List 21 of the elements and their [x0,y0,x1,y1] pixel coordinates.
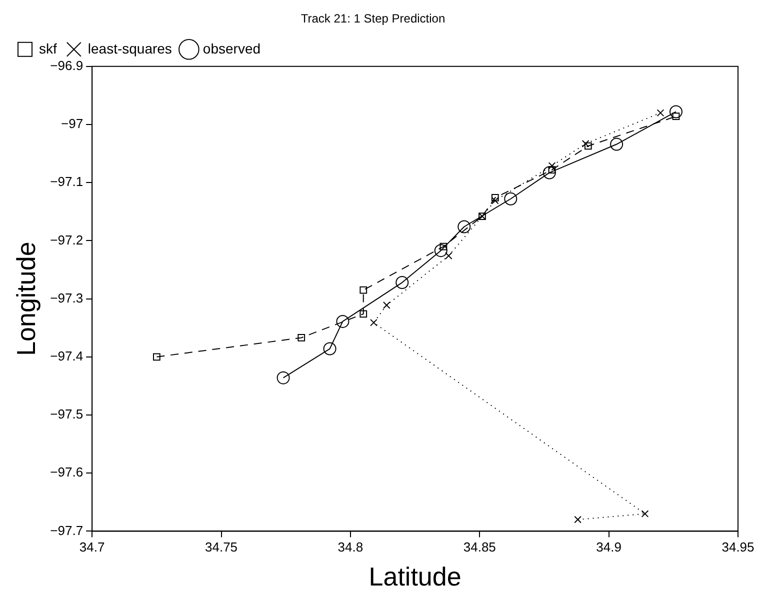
legend-label: least-squares [88,40,172,56]
x-tick-label: 34.85 [463,540,496,555]
y-tick-label: −97.6 [50,464,84,480]
y-axis-title: Longitude [10,242,41,356]
y-tick-label: −97.7 [50,522,84,538]
y-tick-label: −97.1 [50,174,84,190]
y-tick-label: −97.5 [50,406,84,422]
x-tick-label: 34.8 [338,540,364,555]
x-axis-title: Latitude [368,562,462,592]
y-tick-label: −97.3 [50,290,84,306]
y-tick-label: −97 [61,116,84,132]
y-tick-label: −97.2 [50,232,84,248]
legend-label: skf [39,40,57,56]
x-tick-label: 34.7 [79,540,105,555]
legend-label: observed [202,40,261,56]
y-tick-label: −96.9 [50,58,84,73]
y-tick-label: −97.4 [50,348,84,364]
x-tick-label: 34.75 [205,540,238,555]
x-tick-label: 34.9 [596,540,622,555]
chart-title: Track 21: 1 Step Prediction [300,12,446,26]
x-tick-label: 34.95 [722,540,754,555]
